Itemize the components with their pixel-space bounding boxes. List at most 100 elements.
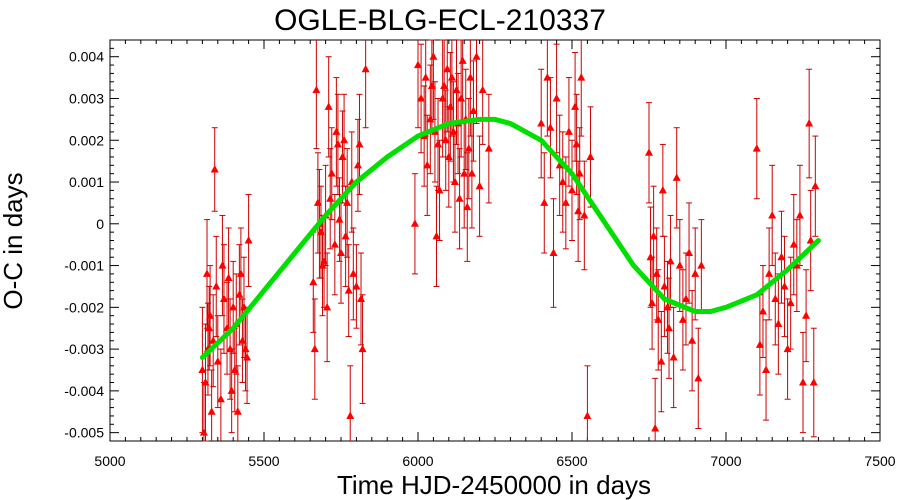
data-point [786, 298, 795, 307]
data-point [678, 315, 687, 323]
data-point [426, 114, 435, 123]
data-point [574, 206, 583, 215]
data-point [332, 127, 341, 135]
data-point [229, 302, 238, 311]
data-point [447, 73, 456, 81]
data-point [789, 240, 798, 248]
data-point [464, 144, 473, 152]
data-point [783, 344, 792, 353]
data-point [353, 160, 362, 169]
data-point [330, 240, 339, 248]
data-point [484, 144, 493, 152]
data-point [441, 135, 450, 144]
data-point [241, 344, 250, 353]
y-tick-label: -0.001 [64, 258, 104, 274]
data-point [792, 261, 801, 269]
y-tick-label: -0.003 [64, 341, 104, 357]
y-tick-label: 0.002 [69, 132, 104, 148]
data-point [238, 336, 247, 344]
data-point [572, 139, 581, 148]
data-point [444, 152, 453, 160]
data-point [685, 248, 694, 257]
data-point [666, 256, 675, 265]
data-point [244, 236, 253, 244]
data-point [198, 365, 207, 373]
data-point [230, 365, 239, 373]
x-tick-label: 7000 [710, 453, 741, 469]
data-point [651, 423, 660, 432]
data-point [805, 119, 814, 127]
data-point [688, 336, 697, 344]
data-point [352, 281, 361, 290]
data-point [543, 73, 552, 81]
y-tick-label: -0.005 [64, 425, 104, 441]
data-point [460, 169, 469, 177]
data-point [338, 152, 347, 160]
data-point [224, 273, 233, 282]
data-point [697, 261, 706, 269]
data-point [438, 93, 447, 102]
x-tick-label: 6000 [402, 453, 433, 469]
data-point [466, 73, 475, 81]
data-points [198, 52, 820, 436]
data-point [452, 85, 461, 94]
data-point [341, 231, 350, 240]
data-point [434, 139, 443, 148]
data-point [663, 302, 672, 311]
data-point [657, 357, 666, 365]
data-point [236, 269, 245, 277]
data-point [326, 194, 335, 202]
y-axis-label: O-C in days [0, 172, 28, 309]
data-point [213, 357, 222, 365]
data-point [343, 198, 352, 206]
data-point [446, 102, 455, 110]
y-tick-label: 0 [96, 216, 104, 232]
data-point [457, 93, 466, 102]
data-point [205, 323, 214, 332]
data-point [443, 64, 452, 73]
data-point [475, 181, 484, 190]
data-point [654, 315, 663, 323]
data-point [429, 52, 438, 60]
data-point [458, 56, 467, 64]
data-point [568, 185, 576, 194]
data-point [324, 102, 333, 110]
data-point [361, 64, 370, 73]
data-point [357, 294, 366, 302]
data-point [564, 127, 573, 135]
data-point [337, 248, 345, 257]
y-tick-label: 0.004 [69, 49, 104, 65]
y-tick-label: 0.003 [69, 90, 104, 106]
data-point [765, 269, 774, 277]
data-point [780, 281, 789, 290]
data-point [450, 177, 459, 186]
data-point [777, 252, 786, 261]
data-point [752, 144, 761, 152]
x-tick-label: 5500 [248, 453, 279, 469]
data-point [349, 269, 358, 277]
data-point [203, 269, 212, 277]
data-point [672, 173, 681, 181]
y-tick-label: 0.001 [69, 174, 104, 190]
data-point [417, 93, 426, 102]
data-point [207, 407, 216, 415]
data-point [201, 378, 210, 386]
data-point [414, 60, 422, 69]
data-point [219, 294, 228, 302]
data-point [768, 210, 777, 219]
data-point [799, 378, 807, 386]
data-point [469, 106, 478, 115]
data-point [327, 169, 336, 177]
data-point [669, 352, 678, 361]
y-tick-label: -0.004 [64, 383, 104, 399]
data-point [432, 231, 441, 240]
data-point [774, 319, 783, 328]
data-point [583, 411, 592, 419]
data-point [410, 219, 419, 227]
data-point [558, 177, 567, 186]
data-point [552, 93, 561, 102]
x-tick-label: 7500 [864, 453, 895, 469]
data-point [660, 281, 669, 290]
data-point [323, 302, 332, 311]
